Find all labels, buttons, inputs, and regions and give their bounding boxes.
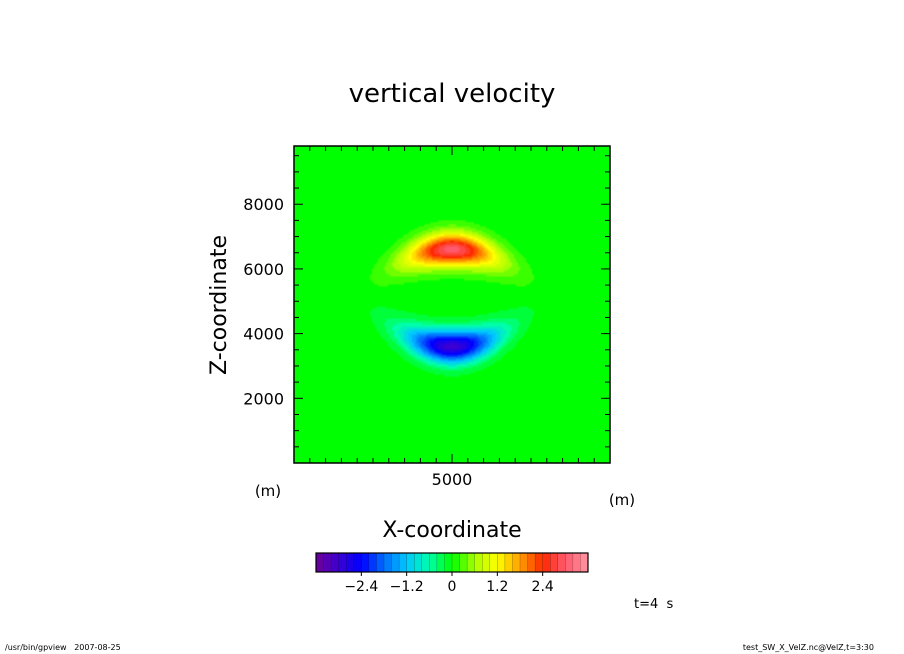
colorbar-cell bbox=[459, 552, 468, 573]
y-tick-labels: 2000 4000 6000 8000 bbox=[243, 195, 284, 408]
colorbar-labels: −2.4 −1.2 0 1.2 2.4 bbox=[344, 579, 554, 595]
y-tick-label: 2000 bbox=[243, 389, 284, 408]
colorbar-cells bbox=[315, 552, 589, 573]
colorbar-cell bbox=[346, 552, 355, 573]
colorbar-cell bbox=[368, 552, 377, 573]
colorbar-cell bbox=[534, 552, 544, 573]
colorbar-cell bbox=[361, 552, 370, 573]
colorbar-ticks bbox=[360, 572, 544, 576]
colorbar-cell bbox=[421, 552, 430, 573]
y-axis-unit: (m) bbox=[255, 482, 281, 500]
colorbar-cell bbox=[519, 552, 529, 573]
colorbar-cell bbox=[376, 552, 385, 573]
colorbar-cell bbox=[512, 552, 521, 573]
plot-area bbox=[293, 145, 611, 464]
colorbar-cell bbox=[429, 552, 438, 573]
colorbar-cell bbox=[323, 552, 332, 573]
y-axis-label: Z-coordinate bbox=[207, 235, 232, 375]
colorbar-cell bbox=[557, 552, 566, 573]
colorbar-cell bbox=[338, 552, 347, 573]
velocity-field bbox=[294, 146, 610, 463]
colorbar-cell bbox=[542, 552, 551, 573]
colorbar-label: 2.4 bbox=[532, 579, 554, 595]
colorbar-label: −1.2 bbox=[390, 579, 424, 595]
colorbar-label: −2.4 bbox=[344, 579, 378, 595]
colorbar-cell bbox=[474, 552, 483, 573]
colorbar-cell bbox=[451, 552, 461, 573]
major-ticks bbox=[294, 146, 610, 463]
colorbar-cell bbox=[497, 552, 506, 573]
colorbar-cell bbox=[315, 552, 325, 573]
colorbar-cell bbox=[580, 552, 589, 573]
colorbar-cell bbox=[572, 552, 581, 573]
colorbar-cell bbox=[391, 552, 400, 573]
time-label: t=4 s bbox=[634, 597, 674, 612]
x-tick-label: 5000 bbox=[432, 470, 473, 489]
colorbar-label: 0 bbox=[448, 579, 457, 595]
colorbar-cell bbox=[489, 552, 498, 573]
colorbar-cell bbox=[383, 552, 393, 573]
chart-title: vertical velocity bbox=[349, 79, 556, 109]
colorbar: −2.4 −1.2 0 1.2 2.4 bbox=[315, 552, 589, 595]
colorbar-cell bbox=[550, 552, 559, 573]
x-axis-label: X-coordinate bbox=[382, 518, 521, 543]
colorbar-cell bbox=[444, 552, 453, 573]
colorbar-label: 1.2 bbox=[486, 579, 508, 595]
footer-left-label: /usr/bin/gpview 2007-08-25 bbox=[5, 643, 121, 652]
x-tick-labels: 5000 bbox=[432, 470, 473, 489]
y-tick-label: 4000 bbox=[243, 325, 284, 344]
x-axis-unit: (m) bbox=[609, 491, 635, 509]
minor-ticks bbox=[294, 146, 610, 463]
y-tick-label: 8000 bbox=[243, 195, 284, 214]
colorbar-cell bbox=[436, 552, 445, 573]
colorbar-cell bbox=[527, 552, 536, 573]
colorbar-cell bbox=[398, 552, 408, 573]
colorbar-cell bbox=[565, 552, 574, 573]
colorbar-cell bbox=[482, 552, 491, 573]
colorbar-cell bbox=[353, 552, 362, 573]
colorbar-cell bbox=[414, 552, 423, 573]
colorbar-cell bbox=[504, 552, 513, 573]
footer-right-label: test_SW_X_VelZ.nc@VelZ,t=3:30 bbox=[742, 643, 874, 652]
colorbar-cell bbox=[406, 552, 415, 573]
colorbar-cell bbox=[466, 552, 476, 573]
y-tick-label: 6000 bbox=[243, 260, 284, 279]
colorbar-cell bbox=[330, 552, 340, 573]
